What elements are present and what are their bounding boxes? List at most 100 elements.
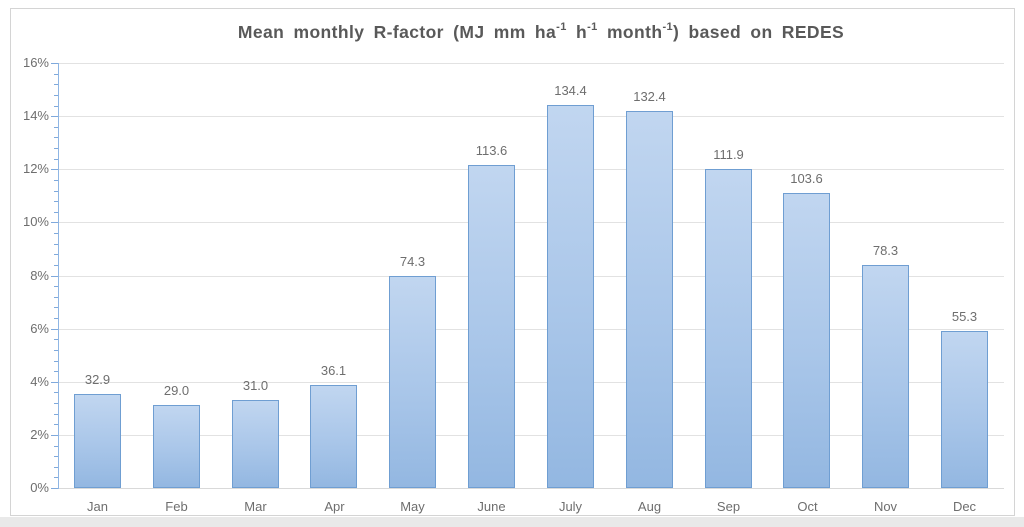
bar-value-label-jan: 32.9	[84, 372, 111, 387]
y-minor-tick	[54, 233, 58, 234]
y-minor-tick	[54, 137, 58, 138]
title-text: h	[566, 22, 588, 42]
y-tick-label-0%: 0%	[30, 480, 49, 495]
x-axis-line	[58, 488, 1004, 489]
bar-aug	[626, 111, 673, 488]
y-minor-tick	[54, 95, 58, 96]
bar-value-label-aug: 132.4	[633, 89, 666, 104]
bar-feb	[153, 405, 200, 488]
y-major-tick	[51, 222, 58, 223]
title-text: ) based on REDES	[673, 22, 845, 42]
y-tick-label-16%: 16%	[22, 55, 49, 70]
y-minor-tick	[54, 265, 58, 266]
x-tick-label-sep: Sep	[716, 499, 741, 514]
bar-jan	[74, 394, 121, 488]
bar-value-label-apr: 36.1	[320, 363, 347, 378]
y-tick-label-4%: 4%	[30, 374, 49, 389]
x-tick-label-oct: Oct	[797, 499, 818, 514]
chart-frame: Mean monthly R-factor (MJ mm ha-1 h-1 mo…	[10, 8, 1015, 516]
y-major-tick	[51, 488, 58, 489]
x-tick-label-jan: Jan	[87, 499, 108, 514]
y-minor-tick	[54, 201, 58, 202]
gridline-10%	[59, 222, 1004, 223]
y-minor-tick	[54, 148, 58, 149]
bar-value-label-oct: 103.6	[790, 171, 823, 186]
y-minor-tick	[54, 297, 58, 298]
bar-value-label-mar: 31.0	[242, 378, 269, 393]
y-minor-tick	[54, 307, 58, 308]
gridline-16%	[59, 63, 1004, 64]
y-minor-tick	[54, 350, 58, 351]
y-minor-tick	[54, 414, 58, 415]
gridline-2%	[59, 435, 1004, 436]
y-major-tick	[51, 63, 58, 64]
y-minor-tick	[54, 159, 58, 160]
bar-sep	[705, 169, 752, 488]
y-minor-tick	[54, 456, 58, 457]
bar-june	[468, 165, 515, 488]
y-minor-tick	[54, 84, 58, 85]
y-tick-label-12%: 12%	[22, 161, 49, 176]
title-superscript: -1	[662, 21, 674, 34]
bar-value-label-dec: 55.3	[951, 309, 978, 324]
y-minor-tick	[54, 106, 58, 107]
y-minor-tick	[54, 467, 58, 468]
x-tick-label-may: May	[400, 499, 425, 514]
gridline-8%	[59, 276, 1004, 277]
x-tick-label-july: July	[558, 499, 583, 514]
title-superscript: -1	[556, 21, 567, 34]
bar-july	[547, 105, 594, 488]
bar-value-label-nov: 78.3	[872, 243, 899, 258]
bar-value-label-feb: 29.0	[163, 383, 190, 398]
y-minor-tick	[54, 371, 58, 372]
gridline-12%	[59, 169, 1004, 170]
bar-value-label-july: 134.4	[554, 83, 587, 98]
y-minor-tick	[54, 403, 58, 404]
bar-may	[389, 276, 436, 488]
y-major-tick	[51, 169, 58, 170]
x-tick-label-apr: Apr	[324, 499, 345, 514]
gridline-14%	[59, 116, 1004, 117]
x-tick-label-feb: Feb	[165, 499, 188, 514]
y-major-tick	[51, 116, 58, 117]
x-tick-label-aug: Aug	[637, 499, 662, 514]
worksheet-edge-strip	[0, 517, 1024, 527]
y-minor-tick	[54, 212, 58, 213]
bar-dec	[941, 331, 988, 488]
y-minor-tick	[54, 286, 58, 287]
bar-apr	[310, 385, 357, 488]
title-text: Mean monthly R-factor (MJ mm ha	[237, 22, 557, 42]
bar-value-label-sep: 111.9	[713, 147, 744, 162]
x-tick-label-nov: Nov	[873, 499, 898, 514]
y-minor-tick	[54, 361, 58, 362]
y-minor-tick	[54, 477, 58, 478]
title-superscript: -1	[587, 21, 598, 34]
y-tick-label-10%: 10%	[22, 214, 49, 229]
y-minor-tick	[54, 446, 58, 447]
y-minor-tick	[54, 191, 58, 192]
x-tick-label-june: June	[477, 499, 506, 514]
gridline-6%	[59, 329, 1004, 330]
bar-value-label-june: 113.6	[475, 143, 508, 158]
y-minor-tick	[54, 318, 58, 319]
y-minor-tick	[54, 392, 58, 393]
y-tick-label-6%: 6%	[30, 321, 49, 336]
title-text: month	[597, 22, 663, 42]
y-tick-label-2%: 2%	[30, 427, 49, 442]
gridline-4%	[59, 382, 1004, 383]
x-tick-label-dec: Dec	[952, 499, 977, 514]
y-major-tick	[51, 276, 58, 277]
y-minor-tick	[54, 244, 58, 245]
y-minor-tick	[54, 74, 58, 75]
chart-title: Mean monthly R-factor (MJ mm ha-1 h-1 mo…	[68, 21, 1014, 43]
y-minor-tick	[54, 254, 58, 255]
bar-value-label-may: 74.3	[399, 254, 426, 269]
y-tick-label-8%: 8%	[30, 268, 49, 283]
y-minor-tick	[54, 127, 58, 128]
x-tick-label-mar: Mar	[244, 499, 267, 514]
y-major-tick	[51, 435, 58, 436]
bar-nov	[862, 265, 909, 488]
y-major-tick	[51, 382, 58, 383]
bar-oct	[783, 193, 830, 488]
